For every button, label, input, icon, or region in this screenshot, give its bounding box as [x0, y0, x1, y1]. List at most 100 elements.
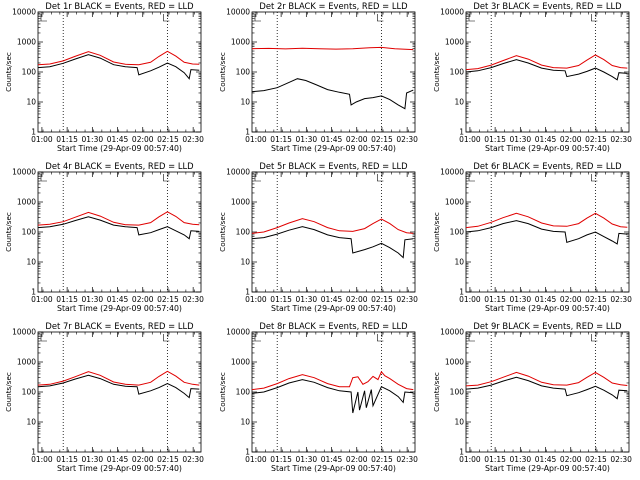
- x-tick-label: 01:30: [82, 295, 104, 304]
- y-tick-label: 100: [236, 68, 251, 77]
- detector-panel-7: Det 7r BLACK = Events, RED = LLD 1 10 100 10…: [4, 321, 204, 473]
- x-tick-label: 01:15: [56, 455, 78, 464]
- x-tick-label: 02:15: [371, 295, 393, 304]
- x-tick-label: 01:30: [296, 135, 318, 144]
- y-tick-label: 10000: [226, 168, 250, 177]
- y-tick-label: 100: [450, 68, 465, 77]
- x-tick-label: 01:45: [321, 295, 343, 304]
- y-tick-label: 100: [236, 228, 251, 237]
- panel-title: Det 7r BLACK = Events, RED = LLD: [45, 321, 193, 331]
- x-axis-ticks: 01:00 01:15 01:30 01:45 02:00 02:15 02:30: [31, 12, 204, 144]
- lld-series-line: [37, 370, 200, 386]
- y-axis-label: Counts/sec: [218, 212, 227, 252]
- x-axis-ticks: 01:00 01:15 01:30 01:45 02:00 02:15 02:30: [459, 12, 632, 144]
- events-series-line: [465, 376, 628, 400]
- y-tick-label: 1: [459, 448, 464, 457]
- detector-panel-5: Det 5r BLACK = Events, RED = LLD 1 10 100 10…: [218, 161, 418, 313]
- y-tick-label: 1000: [445, 358, 464, 367]
- y-tick-label: 1: [31, 288, 36, 297]
- x-tick-label: 01:00: [459, 455, 481, 464]
- y-tick-label: 10: [240, 98, 250, 107]
- detector-panel-9: Det 9r BLACK = Events, RED = LLD 1 10 100 10…: [432, 321, 632, 473]
- x-tick-label: 02:30: [182, 455, 204, 464]
- y-axis-ticks: 1 10 100 1000 10000: [440, 8, 629, 137]
- y-axis-label: Counts/sec: [4, 52, 13, 92]
- x-axis-ticks: 01:00 01:15 01:30 01:45 02:00 02:15 02:30: [245, 172, 418, 304]
- y-axis-ticks: 1 10 100 1000 10000: [226, 328, 415, 457]
- x-tick-label: 02:30: [182, 295, 204, 304]
- y-tick-label: 10000: [12, 328, 36, 337]
- x-axis-ticks: 01:00 01:15 01:30 01:45 02:00 02:15 02:30: [31, 172, 204, 304]
- x-tick-label: 01:00: [459, 135, 481, 144]
- panel-title: Det 4r BLACK = Events, RED = LLD: [45, 161, 193, 171]
- start-marker: [254, 174, 261, 182]
- plot-frame: [465, 171, 630, 293]
- x-tick-label: 01:00: [459, 295, 481, 304]
- x-tick-label: 01:30: [510, 135, 532, 144]
- y-axis-label: Counts/sec: [432, 372, 441, 412]
- end-marker: [591, 14, 598, 22]
- x-axis-ticks: 01:00 01:15 01:30 01:45 02:00 02:15 02:30: [31, 332, 204, 464]
- x-axis-label: Start Time (29-Apr-09 00:57:40): [271, 304, 396, 313]
- events-series-line: [37, 374, 200, 399]
- panel-title: Det 9r BLACK = Events, RED = LLD: [473, 321, 621, 331]
- x-axis-label: Start Time (29-Apr-09 00:57:40): [271, 144, 396, 153]
- y-tick-label: 10: [240, 418, 250, 427]
- events-series-line: [37, 216, 200, 240]
- panel-title: Det 2r BLACK = Events, RED = LLD: [259, 1, 407, 11]
- x-tick-label: 02:30: [396, 455, 418, 464]
- y-tick-label: 1000: [17, 358, 36, 367]
- end-marker: [377, 14, 384, 22]
- x-tick-label: 01:30: [510, 455, 532, 464]
- x-tick-label: 02:30: [182, 135, 204, 144]
- plot-frame: [465, 331, 630, 453]
- y-tick-label: 10: [454, 98, 464, 107]
- x-tick-label: 01:15: [56, 295, 78, 304]
- x-axis-label: Start Time (29-Apr-09 00:57:40): [57, 304, 182, 313]
- y-axis-label: Counts/sec: [432, 52, 441, 92]
- x-tick-label: 02:00: [132, 295, 154, 304]
- lld-series-line: [465, 212, 628, 229]
- start-marker: [40, 14, 47, 22]
- y-axis-ticks: 1 10 100 1000 10000: [12, 168, 201, 297]
- x-tick-label: 01:45: [535, 135, 557, 144]
- x-tick-label: 02:00: [346, 455, 368, 464]
- detector-panel-1: Det 1r BLACK = Events, RED = LLD 1 10 100 10…: [4, 1, 204, 153]
- x-tick-label: 01:30: [82, 135, 104, 144]
- y-tick-label: 1: [459, 288, 464, 297]
- y-tick-label: 1000: [445, 198, 464, 207]
- y-tick-label: 1: [31, 448, 36, 457]
- lld-series-line: [251, 370, 414, 391]
- start-marker: [40, 174, 47, 182]
- lld-series-line: [37, 50, 200, 66]
- y-axis-ticks: 1 10 100 1000 10000: [226, 168, 415, 297]
- x-axis-label: Start Time (29-Apr-09 00:57:40): [485, 144, 610, 153]
- x-tick-label: 02:15: [585, 295, 607, 304]
- end-marker: [591, 174, 598, 182]
- y-tick-label: 10: [26, 418, 36, 427]
- end-marker: [377, 174, 384, 182]
- x-tick-label: 02:00: [132, 135, 154, 144]
- y-tick-label: 10000: [440, 8, 464, 17]
- start-marker: [468, 174, 475, 182]
- plot-frame: [251, 11, 416, 133]
- lld-series-line: [251, 46, 414, 51]
- start-marker: [468, 334, 475, 342]
- y-tick-label: 1: [245, 128, 250, 137]
- lld-series-line: [465, 54, 628, 71]
- start-marker: [468, 14, 475, 22]
- y-axis-label: Counts/sec: [4, 372, 13, 412]
- x-tick-label: 01:00: [245, 295, 267, 304]
- end-marker: [163, 14, 170, 22]
- x-tick-label: 02:15: [157, 135, 179, 144]
- y-tick-label: 10000: [440, 168, 464, 177]
- x-tick-label: 02:30: [610, 295, 632, 304]
- y-tick-label: 1: [31, 128, 36, 137]
- y-tick-label: 10: [26, 98, 36, 107]
- y-tick-label: 100: [22, 68, 37, 77]
- x-tick-label: 01:30: [82, 455, 104, 464]
- panel-title: Det 5r BLACK = Events, RED = LLD: [259, 161, 407, 171]
- x-axis-ticks: 01:00 01:15 01:30 01:45 02:00 02:15 02:30: [459, 332, 632, 464]
- x-tick-label: 02:15: [371, 135, 393, 144]
